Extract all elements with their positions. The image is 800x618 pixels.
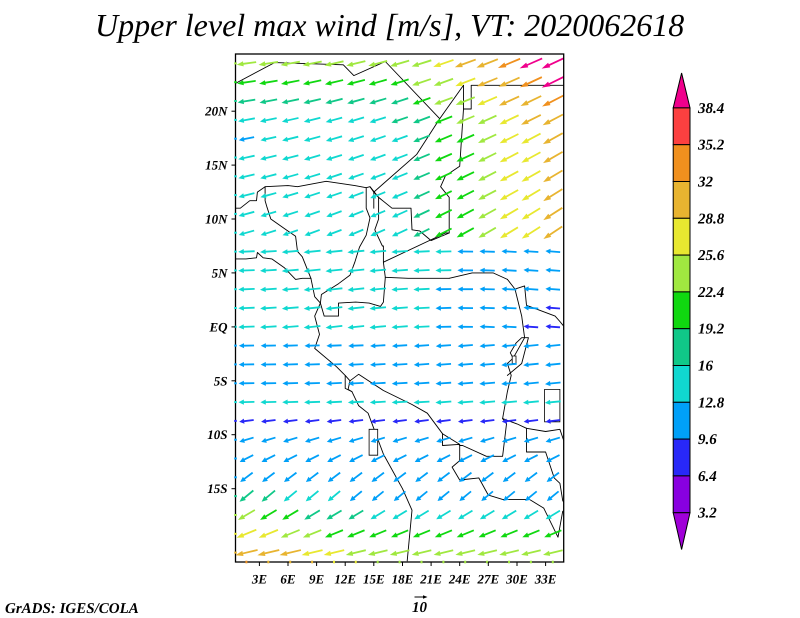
svg-text:20N: 20N bbox=[204, 104, 228, 119]
svg-text:9.6: 9.6 bbox=[698, 432, 717, 448]
svg-text:16: 16 bbox=[698, 359, 714, 375]
svg-text:28.8: 28.8 bbox=[697, 211, 725, 227]
svg-text:38.4: 38.4 bbox=[697, 101, 725, 117]
svg-text:15S: 15S bbox=[207, 481, 227, 496]
svg-text:5N: 5N bbox=[212, 265, 229, 280]
svg-text:15E: 15E bbox=[363, 572, 385, 587]
svg-text:22.4: 22.4 bbox=[697, 285, 725, 301]
svg-text:6E: 6E bbox=[280, 572, 296, 587]
svg-text:24E: 24E bbox=[448, 572, 471, 587]
svg-text:9E: 9E bbox=[309, 572, 325, 587]
svg-text:19.2: 19.2 bbox=[698, 322, 725, 338]
svg-text:18E: 18E bbox=[392, 572, 414, 587]
svg-text:32: 32 bbox=[697, 175, 714, 191]
svg-text:30E: 30E bbox=[505, 572, 528, 587]
svg-text:6.4: 6.4 bbox=[698, 469, 717, 485]
svg-text:5S: 5S bbox=[214, 373, 228, 388]
svg-text:12.8: 12.8 bbox=[698, 395, 725, 411]
svg-text:15N: 15N bbox=[205, 158, 228, 173]
svg-text:25.6: 25.6 bbox=[697, 248, 725, 264]
svg-text:27E: 27E bbox=[476, 572, 499, 587]
svg-text:10N: 10N bbox=[205, 212, 228, 227]
svg-text:3E: 3E bbox=[251, 572, 268, 587]
svg-text:3.2: 3.2 bbox=[697, 506, 717, 522]
svg-text:35.2: 35.2 bbox=[697, 138, 725, 154]
svg-text:10S: 10S bbox=[207, 427, 227, 442]
svg-text:21E: 21E bbox=[419, 572, 442, 587]
svg-text:EQ: EQ bbox=[208, 319, 228, 334]
svg-text:33E: 33E bbox=[534, 572, 557, 587]
svg-text:12E: 12E bbox=[334, 572, 356, 587]
